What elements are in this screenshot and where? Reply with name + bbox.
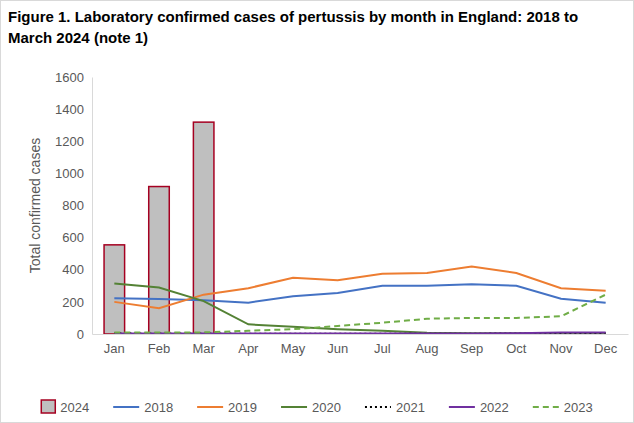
legend-swatch (365, 406, 391, 408)
legend-label: 2024 (60, 400, 89, 415)
y-tick-label: 1200 (55, 134, 84, 149)
x-tick: Nov (549, 334, 573, 356)
plot-area (104, 122, 606, 334)
x-tick: Sep (460, 334, 483, 356)
legend: 2024 2018 2019 2020 2021 2022 2023 (41, 400, 592, 415)
y-tick: 1600 (55, 70, 92, 85)
y-axis-line (92, 78, 93, 335)
x-tick-label: Feb (148, 341, 170, 356)
x-axis-line (93, 334, 629, 335)
x-tick: May (281, 334, 306, 356)
y-axis-title: Total confirmed cases (27, 138, 43, 273)
x-tick: Jul (374, 334, 391, 356)
y-tick: 800 (62, 198, 92, 213)
legend-item: 2022 (449, 400, 509, 415)
y-tick: 1400 (55, 102, 92, 117)
x-tick: Jan (104, 334, 125, 356)
y-tick: 600 (62, 230, 92, 245)
legend-item: 2021 (365, 400, 425, 415)
y-tick-label: 1400 (55, 102, 84, 117)
x-tick-label: Jan (104, 341, 125, 356)
x-tick-label: Jun (327, 341, 348, 356)
y-tick: 400 (62, 262, 92, 277)
legend-label: 2021 (396, 400, 425, 415)
bar (193, 122, 214, 334)
x-tick-label: Apr (238, 341, 259, 356)
x-tick-label: Jul (374, 341, 391, 356)
chart: Figure 1. Laboratory confirmed cases of … (0, 0, 634, 423)
x-tick-label: Sep (460, 341, 483, 356)
x-tick-label: Oct (506, 341, 527, 356)
x-tick: Oct (506, 334, 527, 356)
y-tick-label: 800 (62, 198, 84, 213)
y-tick-label: 1000 (55, 166, 84, 181)
x-tick: Feb (148, 334, 170, 356)
legend-swatch (281, 406, 307, 408)
x-tick: Dec (594, 334, 618, 356)
legend-label: 2018 (144, 400, 173, 415)
legend-label: 2022 (480, 400, 509, 415)
line (114, 295, 605, 333)
y-tick-label: 200 (62, 295, 84, 310)
x-tick: Apr (238, 334, 259, 356)
x-tick: Mar (192, 334, 215, 356)
x-axis: Jan Feb Mar Apr May Jun Jul Aug Sep Oct Nov Dec (93, 334, 629, 356)
x-tick-label: Mar (192, 341, 215, 356)
title: Figure 1. Laboratory confirmed cases of … (8, 8, 578, 46)
x-tick-label: Nov (549, 341, 573, 356)
legend-label: 2023 (564, 400, 593, 415)
legend-item: 2019 (197, 400, 257, 415)
legend-swatch (197, 406, 223, 408)
bar (149, 187, 170, 334)
legend-swatch (41, 400, 55, 413)
legend-item: 2020 (281, 400, 341, 415)
y-tick-label: 1600 (55, 70, 84, 85)
x-tick-label: May (281, 341, 306, 356)
x-tick-label: Dec (594, 341, 618, 356)
legend-label: 2020 (312, 400, 341, 415)
y-tick: 200 (62, 295, 92, 310)
y-tick-label: 0 (77, 327, 84, 342)
legend-swatch (113, 406, 139, 408)
x-tick: Jun (327, 334, 348, 356)
y-axis: 0 200 400 600 800 1000 1200 1400 1600 (55, 70, 92, 342)
x-tick: Aug (415, 334, 438, 356)
line (114, 283, 605, 333)
legend-swatch (449, 406, 475, 408)
legend-item: 2024 (41, 400, 89, 415)
legend-item: 2018 (113, 400, 173, 415)
line (114, 267, 605, 309)
y-tick-label: 600 (62, 230, 84, 245)
chart-frame (1, 1, 634, 423)
y-tick: 0 (77, 327, 92, 342)
legend-label: 2019 (228, 400, 257, 415)
legend-swatch (533, 406, 559, 408)
x-tick-label: Aug (415, 341, 438, 356)
y-tick-label: 400 (62, 262, 84, 277)
legend-item: 2023 (533, 400, 593, 415)
y-tick: 1000 (55, 166, 92, 181)
bar (104, 245, 125, 334)
y-tick: 1200 (55, 134, 92, 149)
